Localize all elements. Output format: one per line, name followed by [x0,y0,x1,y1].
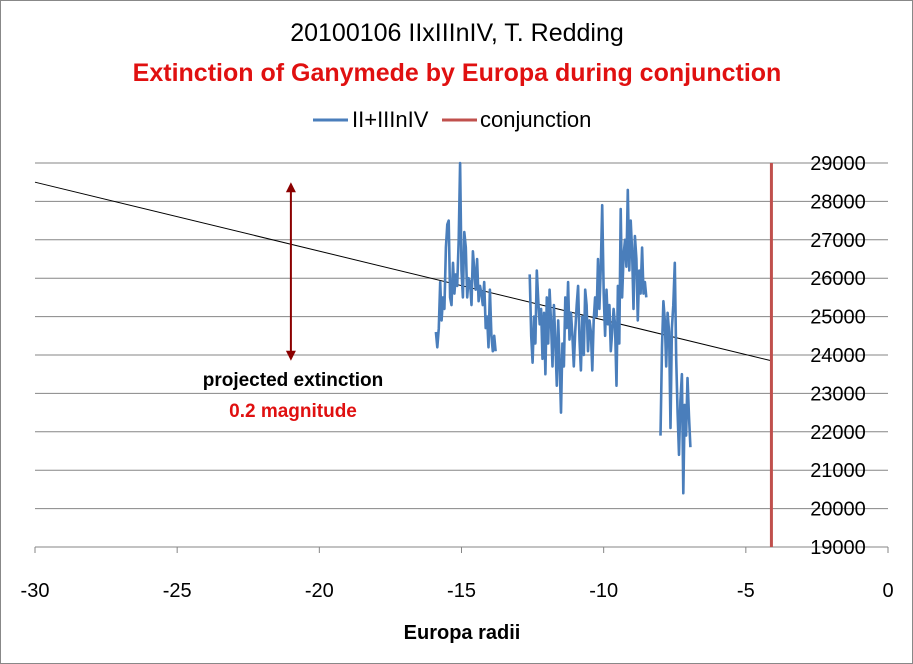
y-tick-label-4: 23000 [810,383,866,405]
x-tick-label-1: -25 [163,580,192,602]
axes [34,546,889,553]
extinction-arrow-head-bottom [285,350,296,361]
y-tick-label-1: 20000 [810,499,866,521]
legend-label-series-2: conjunction [480,107,591,132]
chart-subtitle: Extinction of Ganymede by Europa during … [133,59,782,87]
annotation-magnitude: 0.2 magnitude [229,401,357,422]
x-tick-label-6: 0 [882,580,893,602]
legend-label-series-1: II+IIInIV [352,107,429,132]
x-tick-label-2: -20 [305,580,334,602]
chart-title: 20100106 IIxIIInIV, T. Redding [290,19,624,47]
y-tick-label-3: 22000 [810,422,866,444]
legend: II+IIInIV conjunction [313,107,591,132]
projection-trend-line [34,181,772,362]
y-tick-label-8: 27000 [810,230,866,252]
y-tick-label-9: 28000 [810,191,866,213]
series-line-segment-0 [434,161,497,353]
y-tick-label-2: 21000 [810,460,866,482]
y-tick-label-5: 24000 [810,345,866,367]
extinction-arrow-head-top [285,182,296,193]
x-tick-labels: -30 -25 -20 -15 -10 -5 0 [21,580,894,602]
y-tick-label-6: 25000 [810,307,866,329]
x-axis-label: Europa radii [404,622,521,644]
plot-area [34,161,773,547]
series-line-segment-2 [659,261,692,495]
y-tick-label-7: 26000 [810,268,866,290]
y-tick-label-10: 29000 [810,153,866,175]
series-line-segment-1 [528,188,648,414]
x-tick-label-3: -15 [447,580,476,602]
x-tick-label-5: -5 [737,580,755,602]
y-tick-labels: 19000 20000 21000 22000 23000 24000 25000 26000… [810,153,866,559]
x-tick-label-4: -10 [589,580,618,602]
annotation-projected-extinction: projected extinction [203,370,384,391]
x-tick-label-0: -30 [21,580,50,602]
y-tick-label-0: 19000 [810,537,866,559]
